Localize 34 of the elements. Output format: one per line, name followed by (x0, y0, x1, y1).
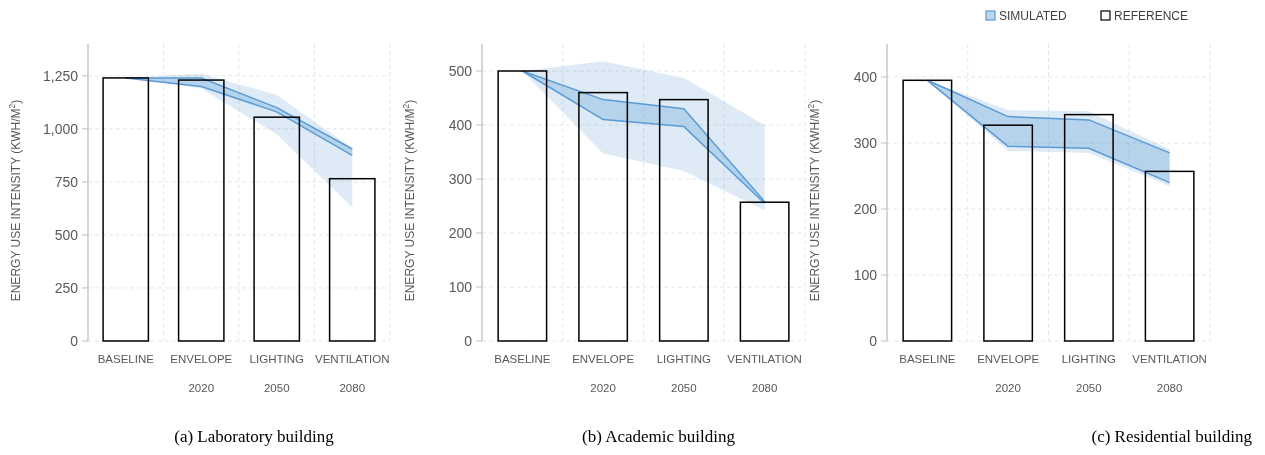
y-tick-label: 500 (54, 226, 79, 243)
text: (a) Laboratory building (174, 427, 335, 446)
y-tick-label: 100 (853, 266, 878, 283)
x-tick-label: BASELINE (494, 353, 551, 365)
category-label: LIGHTING 2050 (656, 353, 712, 394)
y-tick-label: 200 (853, 200, 878, 217)
y-tick-label: 300 (448, 170, 473, 187)
y-tick-label: 750 (54, 173, 79, 190)
y-tick-label: 0 (869, 332, 878, 349)
category-label: ENVELOPE 2020 (572, 353, 635, 394)
y-tick-label: 1,000 (42, 120, 79, 137)
y-tick-label: 1,250 (42, 67, 79, 84)
y-tick-label: 200 (448, 224, 473, 241)
text: (b) Academic building (582, 427, 736, 446)
category-label: ENVELOPE 2020 (170, 353, 233, 394)
y-tick-label: 250 (54, 279, 79, 296)
category-label: VENTILATION 2080 (314, 353, 390, 394)
category-label: VENTILATION 2080 (727, 353, 802, 394)
text: (c) Residential building (1091, 427, 1253, 446)
category-label: VENTILATION 2080 (1132, 353, 1207, 394)
y-tick-label: 0 (70, 332, 79, 349)
y-tick-label: 100 (448, 278, 473, 295)
category-label: LIGHTING 2050 (1061, 353, 1117, 394)
x-tick-label: BASELINE (899, 353, 956, 365)
legend-label: REFERENCE (1114, 9, 1189, 24)
y-tick-label: 300 (853, 134, 878, 151)
y-tick-label: 400 (853, 68, 878, 85)
y-tick-label: 500 (448, 62, 473, 79)
x-tick-label: BASELINE (97, 353, 155, 365)
category-label: LIGHTING 2050 (249, 353, 304, 394)
y-tick-label: 400 (448, 116, 473, 133)
y-tick-label: 0 (464, 332, 473, 349)
legend-label: SIMULATED (999, 9, 1068, 24)
category-label: ENVELOPE 2020 (977, 353, 1040, 394)
